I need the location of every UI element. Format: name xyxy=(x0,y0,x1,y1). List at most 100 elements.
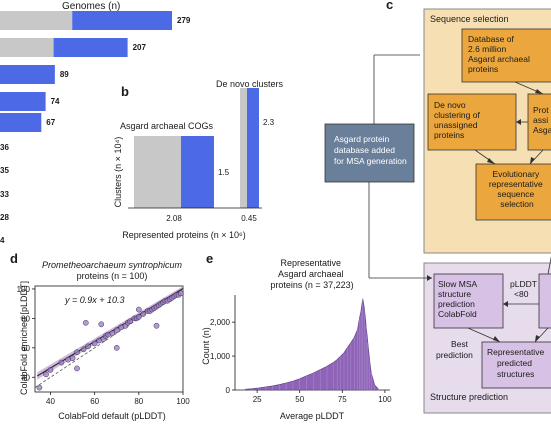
msa-db-line-3: for MSA generation xyxy=(334,156,407,166)
slow-msa-line-1: Slow MSA xyxy=(438,279,478,289)
panel-d: d Prometheoarchaeum syntrophicum protein… xyxy=(10,251,190,421)
evolutionary-line-1: Evolutionary xyxy=(492,169,540,179)
panel-d-plot-frame xyxy=(34,285,184,393)
panel-a-value-label: 279 xyxy=(177,16,191,25)
evolutionary-box xyxy=(475,163,551,221)
panel-a-gray-bar xyxy=(0,11,73,30)
msa-database-text: Asgard protein database added for MSA ge… xyxy=(334,134,407,166)
panel-e-x-tick-label: 75 xyxy=(338,395,347,404)
panel-e-letter: e xyxy=(206,251,213,266)
representative-line-1: Representative xyxy=(487,347,544,357)
best-prediction-label: Best prediction xyxy=(436,339,473,360)
panel-a-axis-title: Genomes (n) xyxy=(62,1,120,12)
panel-b-right-gray-bar xyxy=(240,88,247,208)
panel-d-point xyxy=(80,346,87,353)
panel-d-title-proteins: proteins (n = 100) xyxy=(77,271,148,281)
panel-a-blue-bar xyxy=(72,11,172,30)
evolutionary-line-2: representative xyxy=(489,179,543,189)
representative-line-3: structures xyxy=(497,369,534,379)
panel-e-histogram-area xyxy=(244,298,379,391)
panel-a-blue-bar xyxy=(0,92,46,111)
panel-d-title-organism: Prometheoarchaeum syntrophicum xyxy=(42,260,183,270)
evolutionary-text: Evolutionary representative sequence sel… xyxy=(489,169,545,209)
proteins-partial-line-3: Asga xyxy=(533,125,551,135)
panel-e-xlabel: Average pLDDT xyxy=(280,411,345,421)
database-line-1: Database of xyxy=(468,34,514,44)
panel-b-left-gray-bar xyxy=(134,136,181,208)
panel-b-right-blue-bar xyxy=(247,88,259,208)
panel-d-point xyxy=(113,344,120,351)
panel-c: c Sequence selection Structure predictio… xyxy=(324,0,551,414)
representative-text: Representative predicted structures xyxy=(487,347,547,379)
msa-db-line-1: Asgard protein xyxy=(334,134,390,144)
panel-d-point xyxy=(135,314,142,320)
proteins-partial-line-2: assi xyxy=(533,115,548,125)
arrowhead-3 xyxy=(487,158,495,164)
panel-e-x-tick-label: 100 xyxy=(378,395,392,404)
panel-d-plot: 40 60 80 100 40 60 80 100 xyxy=(17,285,191,406)
plddt-line-1: pLDDT xyxy=(510,279,537,289)
panel-a-value-label: 89 xyxy=(60,70,69,79)
panel-e-plot: 25 50 75 100 0 1,000 2,000 xyxy=(210,295,392,404)
slow-msa-box xyxy=(433,273,504,329)
arrowhead-8 xyxy=(535,335,540,342)
panel-a-value-label: 4 xyxy=(0,236,5,245)
panel-a-value-label: 36 xyxy=(0,143,9,152)
arrowhead-4 xyxy=(530,157,535,164)
panel-d-equation: y = 0.9x + 10.3 xyxy=(64,295,125,305)
panel-e-y-tick-label: 1,000 xyxy=(210,352,231,361)
panel-b-letter: b xyxy=(121,84,129,99)
panel-a-gray-bar xyxy=(0,38,54,57)
panel-d-x-tick-label: 60 xyxy=(90,397,99,406)
panel-d-point xyxy=(127,318,133,325)
panel-d-letter: d xyxy=(10,251,18,266)
panel-e-x-tick-label: 50 xyxy=(295,395,304,404)
proteins-partial-line-1: Prot xyxy=(533,105,549,115)
panel-a-value-label: 74 xyxy=(51,97,60,106)
panel-d-point xyxy=(85,343,91,350)
denovo-line-4: proteins xyxy=(434,130,464,140)
panel-a-bars: 279 207 89 74 67 36 35 33 28 4 xyxy=(0,11,191,245)
panel-d-point xyxy=(113,327,120,334)
denovo-line-1: De novo xyxy=(434,100,466,110)
panel-d-y-tick-label: 60 xyxy=(21,344,30,353)
panel-d-x-tick-label: 100 xyxy=(176,397,190,406)
panel-d-xlabel: ColabFold default (pLDDT) xyxy=(58,411,166,421)
best-prediction-line-2: prediction xyxy=(436,350,473,360)
msa-database-box xyxy=(324,123,415,183)
panel-c-arrowheads xyxy=(427,89,543,342)
panel-d-x-tick-label: 40 xyxy=(46,397,55,406)
panel-d-point xyxy=(82,319,89,326)
best-prediction-line-1: Best xyxy=(451,339,469,349)
panel-b-ylabel: Clusters (n × 10⁴) xyxy=(113,137,123,208)
panel-b-left-x-value: 2.08 xyxy=(166,214,182,223)
panel-b-left-y-value: 1.5 xyxy=(218,168,230,177)
database-box xyxy=(461,28,551,83)
panel-d-x-tick-label: 80 xyxy=(134,397,143,406)
slow-msa-line-4: ColabFold xyxy=(438,309,477,319)
database-line-4: proteins xyxy=(468,64,498,74)
database-text: Database of 2.6 million Asgard archaeal … xyxy=(468,34,532,74)
arrowhead-5 xyxy=(427,275,432,281)
panel-d-y-tick-label: 40 xyxy=(21,373,30,382)
panel-d-point xyxy=(177,290,184,297)
panel-e-title-line-3: proteins (n = 37,223) xyxy=(270,280,353,290)
panel-e-x-tick-label: 25 xyxy=(253,395,262,404)
panel-d-point xyxy=(58,359,65,366)
panel-b-left-title: Asgard archaeal COGs xyxy=(120,121,214,131)
panel-d-point xyxy=(74,365,80,372)
panel-d-point xyxy=(69,355,76,361)
panel-e-title-line-1: Representative xyxy=(280,258,341,268)
panel-d-point xyxy=(135,306,142,313)
panel-a: Genomes (n) 279 207 89 74 67 36 35 33 28 4 xyxy=(0,1,191,245)
panel-b-right-title: De novo clusters xyxy=(216,79,284,89)
panel-b-right-x-value: 0.45 xyxy=(241,214,257,223)
sequence-selection-label: Sequence selection xyxy=(430,14,509,24)
panel-b: b Asgard archaeal COGs De novo clusters … xyxy=(113,79,284,240)
panel-e-y-tick-label: 0 xyxy=(226,386,231,395)
panel-a-blue-bar xyxy=(0,65,55,84)
arrowhead-2 xyxy=(516,119,521,125)
fast-prediction-partial-box xyxy=(538,273,551,329)
panel-d-ylabel: ColabFold enriched [pLDDT] xyxy=(19,281,29,395)
denovo-line-2: clustering of xyxy=(434,110,480,120)
